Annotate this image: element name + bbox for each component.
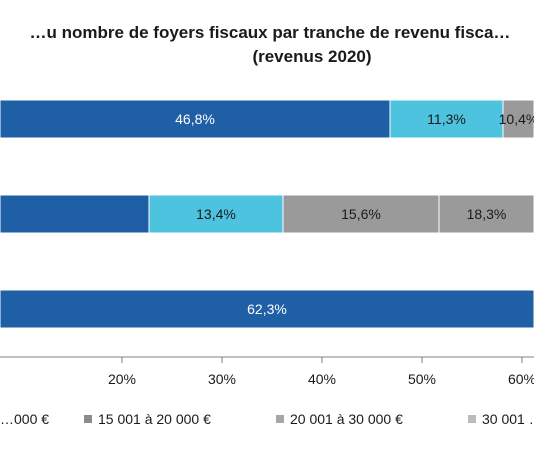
x-axis-ticks: 20%30%40%50%60%70%	[108, 357, 534, 387]
data-label: 15,6%	[341, 206, 381, 222]
x-tick-label: 20%	[108, 371, 136, 387]
data-label: 10,4%	[499, 111, 534, 127]
bar-segment	[148, 194, 284, 234]
legend-marker	[84, 415, 92, 423]
x-tick-label: 60%	[508, 371, 534, 387]
data-label: 11,3%	[427, 111, 466, 127]
legend-label: …000 €	[0, 411, 49, 427]
legend-label: 30 001 …	[482, 411, 534, 427]
chart-title: …u nombre de foyers fiscaux par tranche …	[30, 23, 511, 42]
legend: …000 € 15 001 à 20 000 € 20 001 à 30 000 €…	[0, 411, 534, 427]
legend-label: 20 001 à 30 000 €	[290, 411, 403, 427]
bar-segment	[389, 99, 504, 139]
bars-layer: 46,8% 11,3% 10,4% 13,4% 15,6% 18,3% 62,3%	[0, 99, 534, 329]
bar-segment	[0, 99, 391, 139]
bar-segment	[0, 194, 150, 234]
bar-segment	[502, 99, 534, 139]
legend-marker	[468, 415, 476, 423]
legend-marker	[276, 415, 284, 423]
data-label: 18,3%	[467, 206, 507, 222]
x-tick-label: 40%	[308, 371, 336, 387]
data-label: 46,8%	[175, 111, 215, 127]
bar-segment	[0, 289, 534, 329]
bar-segment	[438, 194, 534, 234]
chart-subtitle: (revenus 2020)	[252, 47, 371, 66]
x-tick-label: 30%	[208, 371, 236, 387]
legend-label: 15 001 à 20 000 €	[98, 411, 211, 427]
x-tick-label: 50%	[408, 371, 436, 387]
data-label: 13,4%	[196, 206, 236, 222]
data-label: 62,3%	[247, 301, 287, 317]
